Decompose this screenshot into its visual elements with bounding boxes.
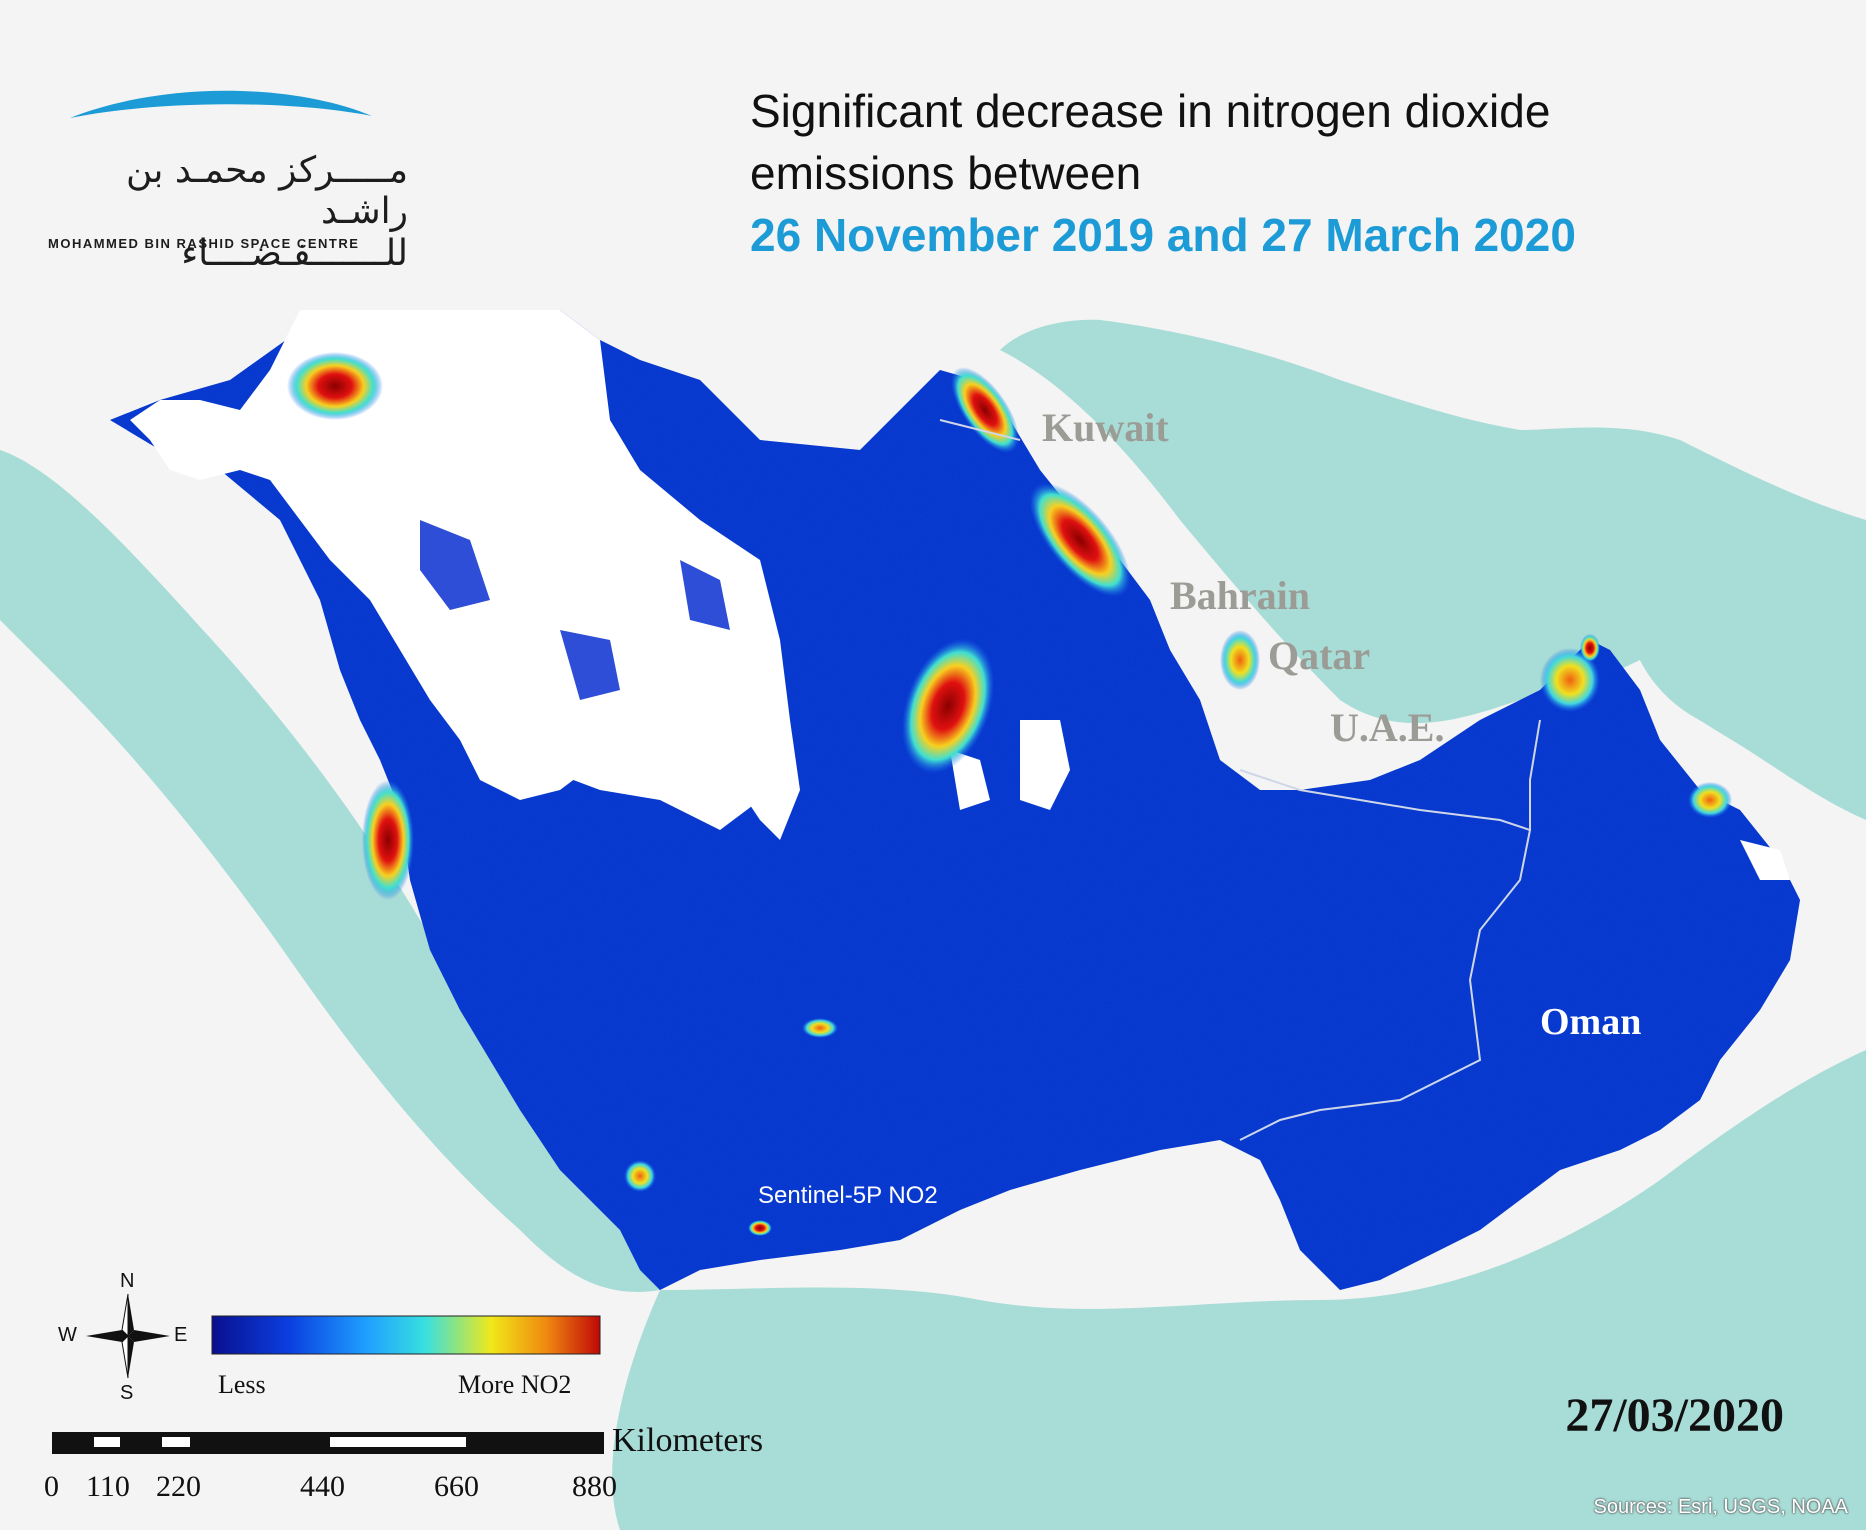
persian-gulf — [1000, 319, 1866, 810]
scale-tick-440: 440 — [300, 1470, 345, 1503]
logo-arabic-line1: مـــــركز محمـد بن راشـد — [126, 150, 408, 233]
hotspot-north — [287, 352, 383, 420]
logo-arc — [70, 90, 372, 118]
title-line-1: Significant decrease in nitrogen dioxide — [750, 85, 1551, 137]
title-line-2: emissions between — [750, 147, 1142, 199]
hotspot-south-central — [802, 1018, 838, 1038]
logo-arabic-line2: للـــــــفـضــــاء — [181, 232, 408, 274]
scale-tick-220: 220 — [156, 1470, 201, 1503]
sensor-label: Sentinel-5P NO2 — [758, 1182, 938, 1209]
logo-arabic-text: مـــــركز محمـد بن راشـد للـــــــفـضـــ… — [48, 150, 408, 274]
compass-south: S — [120, 1382, 134, 1404]
hotspot-gulf-coast-1 — [951, 367, 1019, 453]
logo-english-text: MOHAMMED BIN RASHID SPACE CENTRE — [48, 236, 360, 251]
hotspot-jeddah — [362, 780, 414, 900]
red-sea — [0, 450, 671, 1292]
date-stamp: 27/03/2020 — [1565, 1389, 1784, 1442]
label-kuwait: Kuwait — [1042, 405, 1169, 450]
no2-hotspots — [287, 352, 1732, 1236]
country-borders — [939, 419, 1541, 1141]
scale-bar — [52, 1432, 604, 1454]
hotspot-oman-north — [1688, 782, 1732, 818]
label-uae: U.A.E. — [1330, 705, 1445, 750]
scale-tick-660: 660 — [434, 1470, 479, 1503]
compass-rose — [86, 1293, 170, 1379]
legend-high-label: More NO2 — [458, 1370, 572, 1399]
hotspot-qatar — [1220, 630, 1260, 690]
label-saudi-arabia: Saudi Arabia — [566, 729, 781, 771]
hotspot-asir — [624, 1160, 656, 1192]
hotspot-uae-1 — [1540, 648, 1600, 712]
hotspot-riyadh — [901, 638, 995, 774]
compass-north: N — [120, 1270, 135, 1292]
compass-east: E — [174, 1324, 188, 1346]
scale-tick-110: 110 — [86, 1470, 130, 1503]
hotspot-uae-2 — [1580, 634, 1600, 662]
title-line-3: 26 November 2019 and 27 March 2020 — [750, 209, 1576, 261]
label-qatar: Qatar — [1268, 633, 1371, 678]
arabian-sea — [612, 1050, 1866, 1530]
compass-west: W — [58, 1324, 77, 1346]
scale-units: Kilometers — [612, 1422, 764, 1459]
legend-low-label: Less — [218, 1370, 266, 1399]
hotspot-gulf-coast-2 — [1029, 483, 1131, 597]
source-credit: Sources: Esri, USGS, NOAA — [1593, 1496, 1848, 1518]
scale-tick-880: 880 — [572, 1470, 617, 1503]
gulf-of-oman — [1640, 640, 1866, 820]
legend-colorbar — [211, 1315, 601, 1355]
label-oman: Oman — [1540, 1001, 1642, 1043]
label-bahrain: Bahrain — [1170, 573, 1311, 618]
scale-tick-0: 0 — [44, 1470, 59, 1503]
hotspot-yemen-border — [748, 1220, 772, 1236]
